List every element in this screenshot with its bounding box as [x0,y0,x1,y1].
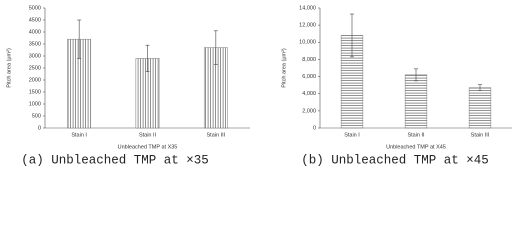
x-tick-label: Stain III [471,132,490,138]
bar [468,87,492,129]
error-bar [478,84,482,92]
error-bar [213,30,218,65]
x-axis-label: Unbleached TMP at X45 [386,144,446,150]
y-axis-label: Pitch area (μm²) [6,48,12,88]
error-bar [414,68,418,82]
y-tick-label: 4000 [29,29,41,35]
y-tick-label: 12,000 [299,23,316,29]
caption: (b) Unbleached TMP at ×45 [301,153,489,167]
y-tick-label: 14,000 [299,5,316,11]
x-tick-label: Stain II [139,132,157,138]
error-bar [350,13,354,58]
error-bar [145,44,150,72]
y-tick-label: 2500 [29,65,41,71]
y-tick-label: 0 [313,125,316,131]
y-tick-label: 4500 [29,17,41,23]
y-tick-label: 0 [38,125,41,131]
y-tick-label: 4,000 [302,91,316,97]
x-axis-label: Unbleached TMP at X35 [118,144,178,150]
x-tick-label: Stain I [344,132,360,138]
y-tick-label: 2000 [29,77,41,83]
caption: (a) Unbleached TMP at ×35 [21,153,209,167]
y-tick-label: 3000 [29,53,41,59]
y-tick-label: 6,000 [302,74,316,80]
x-tick-label: Stain III [207,132,226,138]
bar [404,74,428,129]
y-tick-label: 2,000 [302,108,316,114]
y-axis-label: Pitch area (μm²) [281,48,287,88]
x-tick-label: Stain II [407,132,425,138]
y-tick-label: 10,000 [299,40,316,46]
y-tick-label: 1500 [29,89,41,95]
y-tick-label: 3500 [29,41,41,47]
y-tick-label: 8,000 [302,57,316,63]
figure: 0 500 1000 1500 2000 2500 3000 3500 4000 4500 5000… [6,5,512,167]
error-bar [77,19,82,59]
x-tick-label: Stain I [71,132,87,138]
y-tick-label: 1000 [29,101,41,107]
y-tick-label: 500 [32,113,41,119]
y-tick-label: 5000 [29,5,41,11]
